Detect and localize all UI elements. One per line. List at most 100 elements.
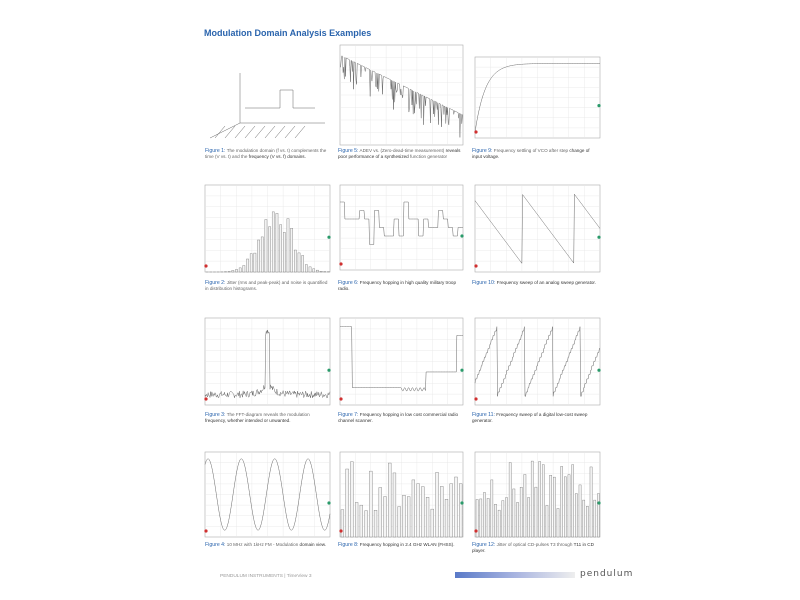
histogram-bar: [294, 249, 297, 273]
histogram-bar: [449, 483, 453, 538]
histogram-bar: [275, 213, 279, 273]
histogram-bar: [260, 236, 264, 273]
footer-text: PENDULUM INSTRUMENTS | TimeView 3: [220, 574, 312, 579]
caption-text-tail: function generator: [410, 154, 448, 159]
figure-label: Figure 9:: [472, 148, 493, 154]
histogram-bar: [238, 267, 242, 273]
histogram-bar: [268, 226, 271, 273]
plot-trace: [474, 63, 601, 133]
figure-label: Figure 12:: [472, 542, 496, 548]
end-marker: [327, 501, 331, 505]
histogram-bar: [253, 252, 257, 273]
end-marker: [327, 368, 331, 372]
start-marker: [204, 529, 208, 533]
time-trace: [284, 125, 296, 139]
caption-text: 10 MHz with 1kHz FM - Modulation: [226, 542, 299, 547]
histogram-bar: [364, 510, 368, 538]
start-marker: [474, 264, 478, 268]
histogram-bar: [242, 265, 246, 273]
figure-12-caption: Figure 12: Jitter of optical CD-pulses T…: [472, 542, 597, 554]
histogram-bar: [297, 252, 301, 273]
plot-trace: [340, 326, 463, 392]
end-marker: [597, 235, 601, 239]
histogram-bar: [490, 479, 494, 538]
histogram-bar: [444, 499, 449, 538]
histogram-bar: [271, 211, 275, 273]
histogram-bar: [388, 462, 392, 538]
histogram-bar: [345, 468, 349, 538]
figure-label: Figure 3:: [205, 412, 226, 418]
time-trace: [244, 125, 256, 139]
histogram-bar: [459, 483, 463, 538]
figure-6-plot: [339, 184, 464, 271]
figure-4-caption: Figure 4: 10 MHz with 1kHz FM - Modulati…: [205, 542, 330, 548]
figure-5-plot: [339, 44, 464, 146]
figure-label: Figure 11:: [472, 412, 495, 418]
caption-bold-text: Frequency hopping in high quality milita…: [338, 280, 457, 291]
histogram-bar: [479, 498, 483, 538]
plot-trace: [474, 193, 601, 265]
histogram-bar: [312, 268, 316, 273]
histogram-bar: [264, 219, 268, 273]
time-trace: [274, 125, 286, 139]
figure-2-caption: Figure 2: Jitter (rms and peak-peak) and…: [205, 280, 330, 292]
histogram-bar: [527, 497, 530, 538]
histogram-bar: [319, 271, 323, 273]
histogram-bar: [301, 255, 304, 273]
histogram-bar: [283, 232, 286, 273]
end-marker: [597, 501, 601, 505]
histogram-bar: [516, 502, 519, 538]
histogram-bar: [538, 461, 541, 538]
histogram-bar: [421, 486, 425, 538]
start-marker: [339, 262, 343, 266]
histogram-bar: [494, 504, 497, 538]
caption-bold-text: frequency (V vs. f) domains.: [248, 154, 306, 159]
histogram-bar: [383, 496, 387, 538]
time-trace: [264, 125, 276, 139]
start-marker: [204, 397, 208, 401]
start-marker: [474, 130, 478, 134]
histogram-bar: [249, 253, 253, 273]
axis-lines: [209, 122, 241, 139]
histogram-bar: [553, 476, 556, 538]
figure-1-plot: [209, 73, 325, 139]
figure-6-caption: Figure 6: Frequency hopping in high qual…: [338, 280, 463, 292]
time-trace: [214, 125, 226, 139]
figure-label: Figure 6:: [338, 280, 359, 286]
frequency-trace: [245, 89, 315, 109]
histogram-bar: [354, 502, 359, 538]
histogram-bar: [373, 510, 378, 538]
time-trace: [294, 125, 306, 139]
caption-bold-text: Frequency sweep of an analog sweep gener…: [496, 280, 596, 285]
figure-8-plot: [339, 451, 464, 538]
histogram-bar: [290, 228, 293, 273]
logo-wave-graphic: [455, 572, 575, 578]
histogram-bar: [589, 466, 593, 538]
figure-8-caption: Figure 8: Frequency hopping in 2.4 GHz W…: [338, 542, 463, 548]
figure-label: Figure 5:: [338, 148, 359, 154]
figure-label: Figure 1:: [205, 148, 226, 154]
page-title: Modulation Domain Analysis Examples: [204, 28, 372, 38]
figure-3-plot: [204, 317, 331, 406]
caption-text: ADEV vs. (Zero-dead-time measurement): [359, 148, 445, 153]
start-marker: [339, 397, 343, 401]
histogram-bar: [578, 484, 582, 538]
caption-text: The FFT-diagram reveals the modulation: [226, 412, 310, 417]
figure-label: Figure 7:: [338, 412, 359, 418]
histogram-bar: [556, 508, 560, 538]
end-marker: [597, 104, 601, 108]
caption-bold-text: reveals poor performance of a synthesize…: [338, 148, 461, 159]
figure-4-plot: [204, 451, 331, 538]
histogram-bar: [440, 486, 444, 538]
figure-label: Figure 2:: [205, 280, 226, 286]
histogram-bar: [586, 506, 589, 538]
caption-bold-text: change of input voltage.: [472, 148, 590, 159]
histogram-bar: [305, 264, 308, 273]
time-trace: [224, 125, 236, 139]
end-marker: [327, 235, 331, 239]
histogram-bar: [402, 495, 406, 538]
end-marker: [460, 501, 464, 505]
caption-bold-text: T11 in CD player.: [472, 542, 594, 553]
figure-2-plot: [204, 184, 331, 273]
time-trace: [254, 125, 266, 139]
